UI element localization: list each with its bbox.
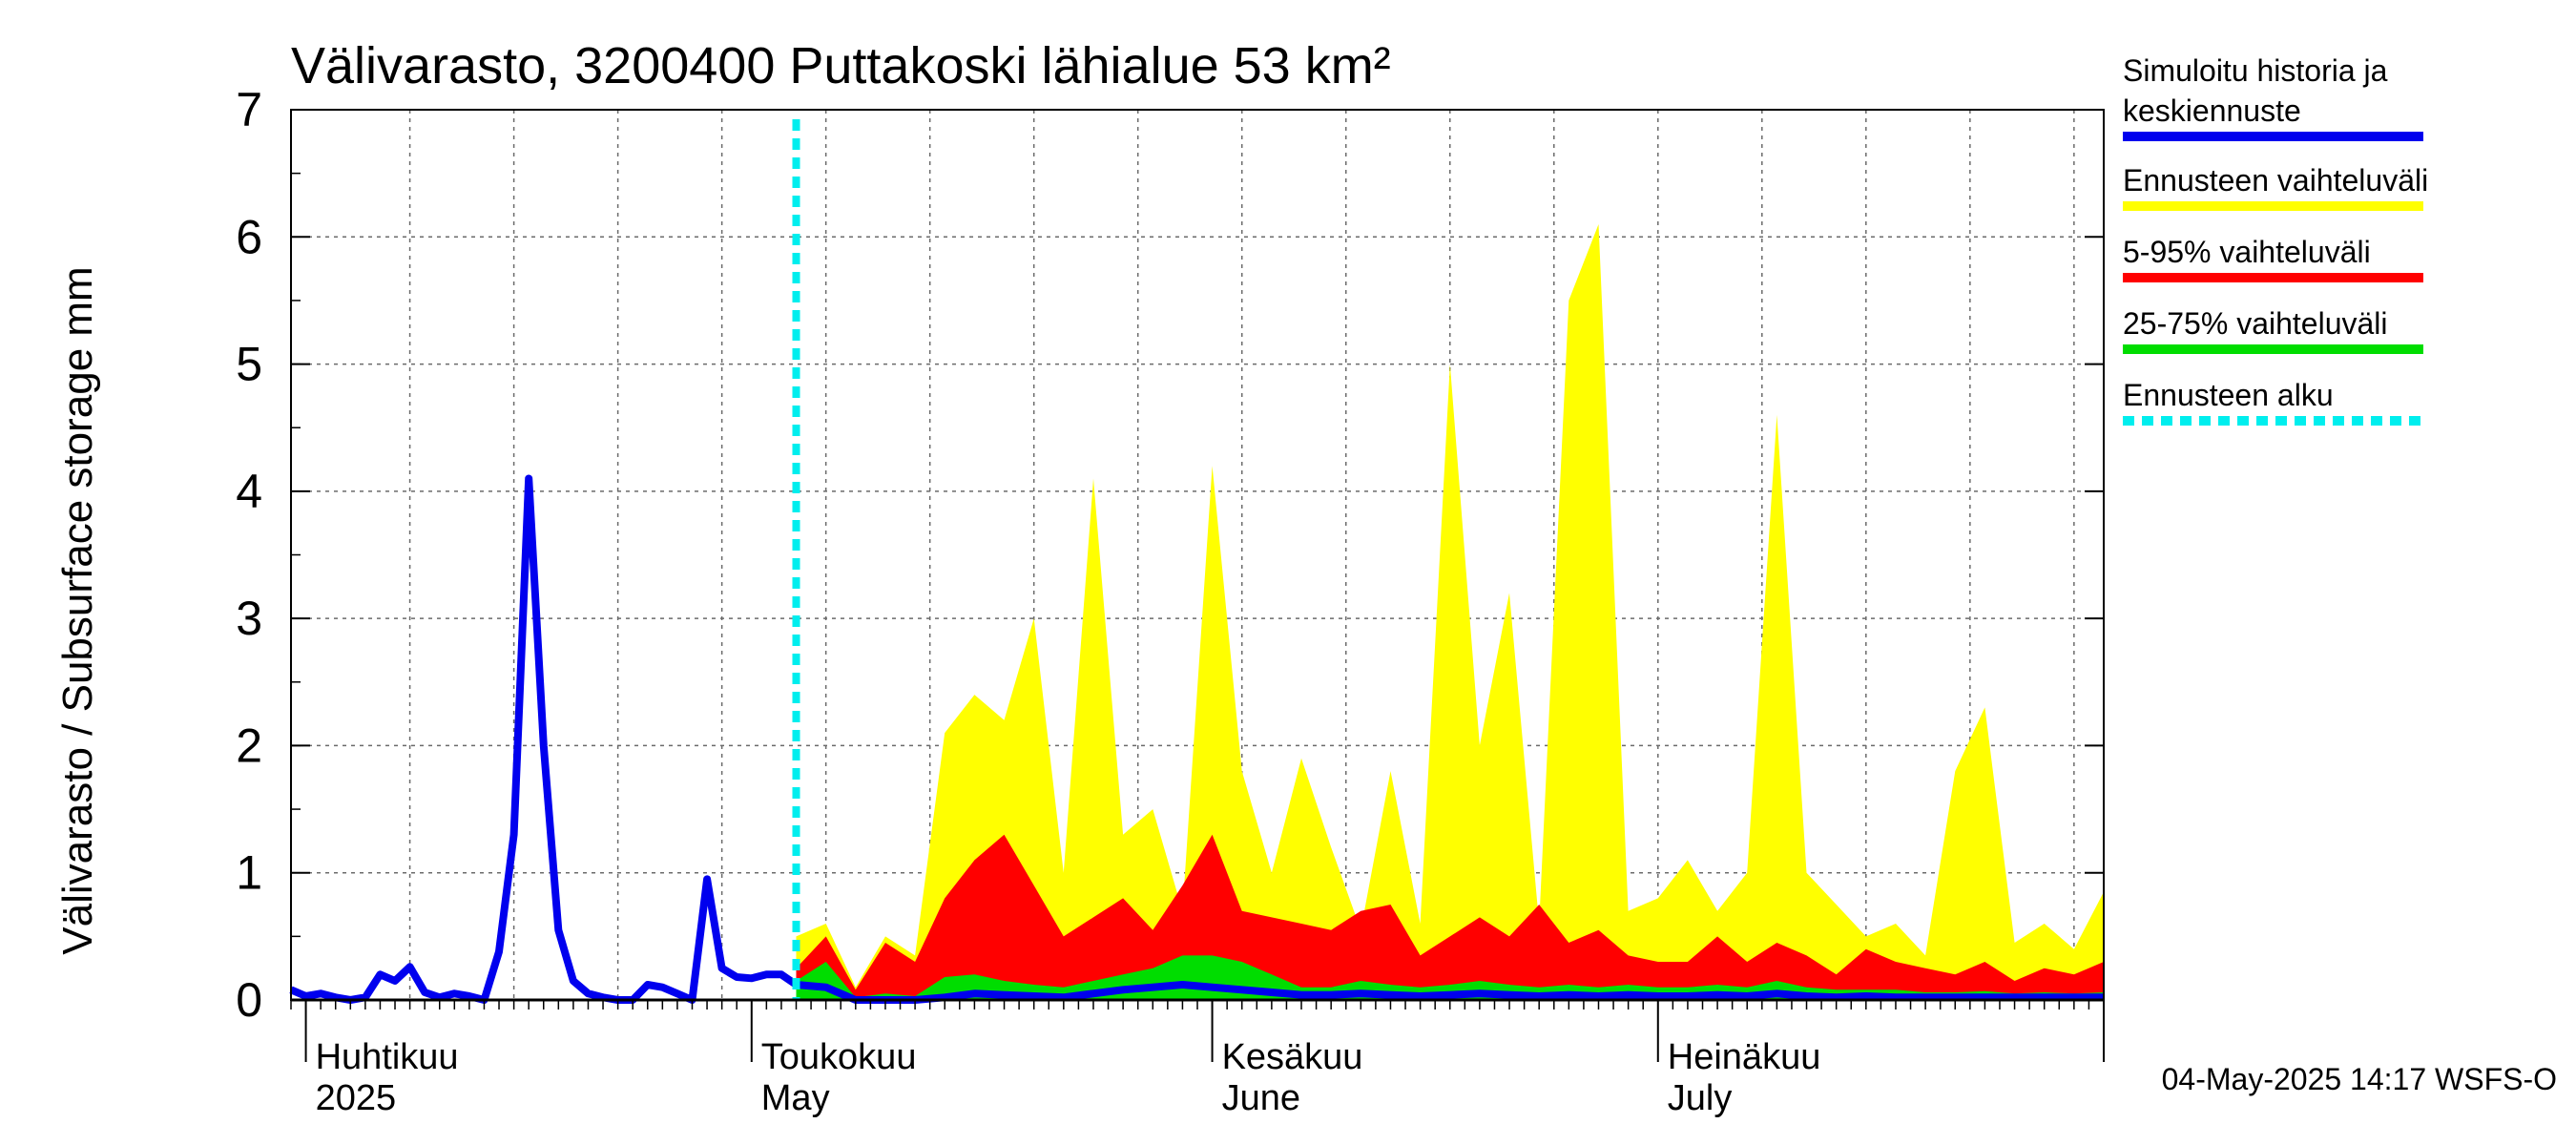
- x-tick-label: May: [761, 1078, 830, 1118]
- x-tick-label: July: [1668, 1078, 1733, 1118]
- legend-label: keskiennuste: [2123, 94, 2301, 128]
- x-tick-label: Heinäkuu: [1668, 1037, 1821, 1077]
- legend-item-p25_75: 25-75% vaihteluväli: [2123, 306, 2423, 354]
- legend-label: Ennusteen alku: [2123, 378, 2334, 412]
- forecast-5-95-band: [796, 834, 2104, 1000]
- series-layer: [289, 119, 2104, 1004]
- x-tick-label: June: [1222, 1078, 1300, 1118]
- y-tick-label: 6: [236, 210, 262, 263]
- y-tick-label: 1: [236, 846, 262, 900]
- forecast-range-band: [796, 224, 2104, 1000]
- legend-label: 25-75% vaihteluväli: [2123, 306, 2388, 341]
- x-tick-label: Huhtikuu: [316, 1037, 459, 1077]
- history-line: [289, 474, 799, 1004]
- x-tick-label: 2025: [316, 1078, 397, 1118]
- y-tick-label: 0: [236, 973, 262, 1027]
- y-tick-label: 3: [236, 592, 262, 645]
- forecast-median-line: [796, 981, 2104, 1004]
- legend-item-range: Ennusteen vaihteluväli: [2123, 163, 2428, 211]
- footer-timestamp: 04-May-2025 14:17 WSFS-O: [2162, 1062, 2557, 1096]
- legend-label: Ennusteen vaihteluväli: [2123, 163, 2428, 198]
- axes: 01234567Huhtikuu2025ToukokuuMayKesäkuuJu…: [236, 83, 2105, 1118]
- x-tick-label: Kesäkuu: [1222, 1037, 1363, 1077]
- y-tick-label: 7: [236, 83, 262, 136]
- chart-title: Välivarasto, 3200400 Puttakoski lähialue…: [291, 37, 1391, 94]
- legend-item-start: Ennusteen alku: [2123, 378, 2423, 426]
- legend-item-history: Simuloitu historia ja keskiennuste: [2123, 53, 2423, 141]
- y-axis-label: Välivarasto / Subsurface storage mm: [54, 266, 101, 954]
- y-tick-label: 5: [236, 338, 262, 391]
- y-tick-label: 4: [236, 465, 262, 518]
- legend-label: Simuloitu historia ja: [2123, 53, 2388, 88]
- legend: Simuloitu historia ja keskiennuste Ennuste…: [2123, 53, 2428, 426]
- y-tick-label: 2: [236, 718, 262, 772]
- legend-label: 5-95% vaihteluväli: [2123, 235, 2371, 269]
- x-tick-label: Toukokuu: [761, 1037, 917, 1077]
- legend-item-p5_95: 5-95% vaihteluväli: [2123, 235, 2423, 282]
